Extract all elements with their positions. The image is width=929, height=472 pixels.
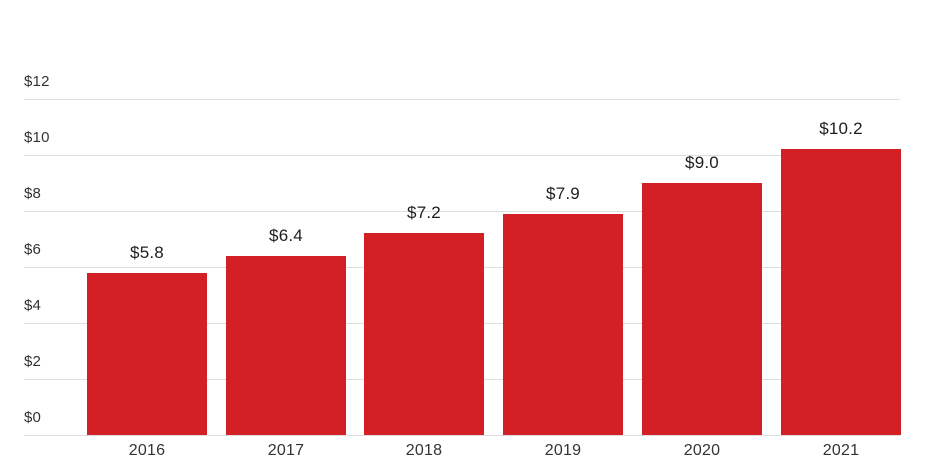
- bar-2018: [364, 233, 484, 435]
- bar-value-label: $10.2: [819, 119, 863, 138]
- bar-2020: [642, 183, 762, 435]
- y-axis-tick-label: $0: [24, 409, 42, 426]
- bar-2016: [87, 273, 207, 435]
- x-axis-tick-label: 2019: [544, 442, 582, 459]
- bar-value-label: $5.8: [130, 243, 164, 262]
- bar-2019: [503, 214, 623, 435]
- bar-value-label: $7.9: [546, 184, 580, 203]
- x-axis-tick-label: 2016: [128, 442, 166, 459]
- y-axis-tick-label: $10: [24, 129, 50, 146]
- gridline: [24, 435, 900, 436]
- y-axis-tick-label: $8: [24, 185, 42, 202]
- gridline: [24, 99, 900, 100]
- gridline: [24, 211, 900, 212]
- x-axis-tick-label: 2017: [267, 442, 305, 459]
- gridline: [24, 155, 900, 156]
- y-axis-tick-label: $4: [24, 297, 42, 314]
- x-axis-tick-label: 2021: [822, 442, 860, 459]
- bar-2021: [781, 149, 901, 435]
- y-axis-tick-label: $12: [24, 73, 50, 90]
- bar-value-label: $6.4: [269, 226, 303, 245]
- x-axis-tick-label: 2018: [405, 442, 443, 459]
- bar-value-label: $7.2: [407, 203, 441, 222]
- x-axis-tick-label: 2020: [683, 442, 721, 459]
- bar-value-label: $9.0: [685, 153, 719, 172]
- y-axis-tick-label: $2: [24, 353, 42, 370]
- bar-2017: [226, 256, 346, 435]
- y-axis-tick-label: $6: [24, 241, 42, 258]
